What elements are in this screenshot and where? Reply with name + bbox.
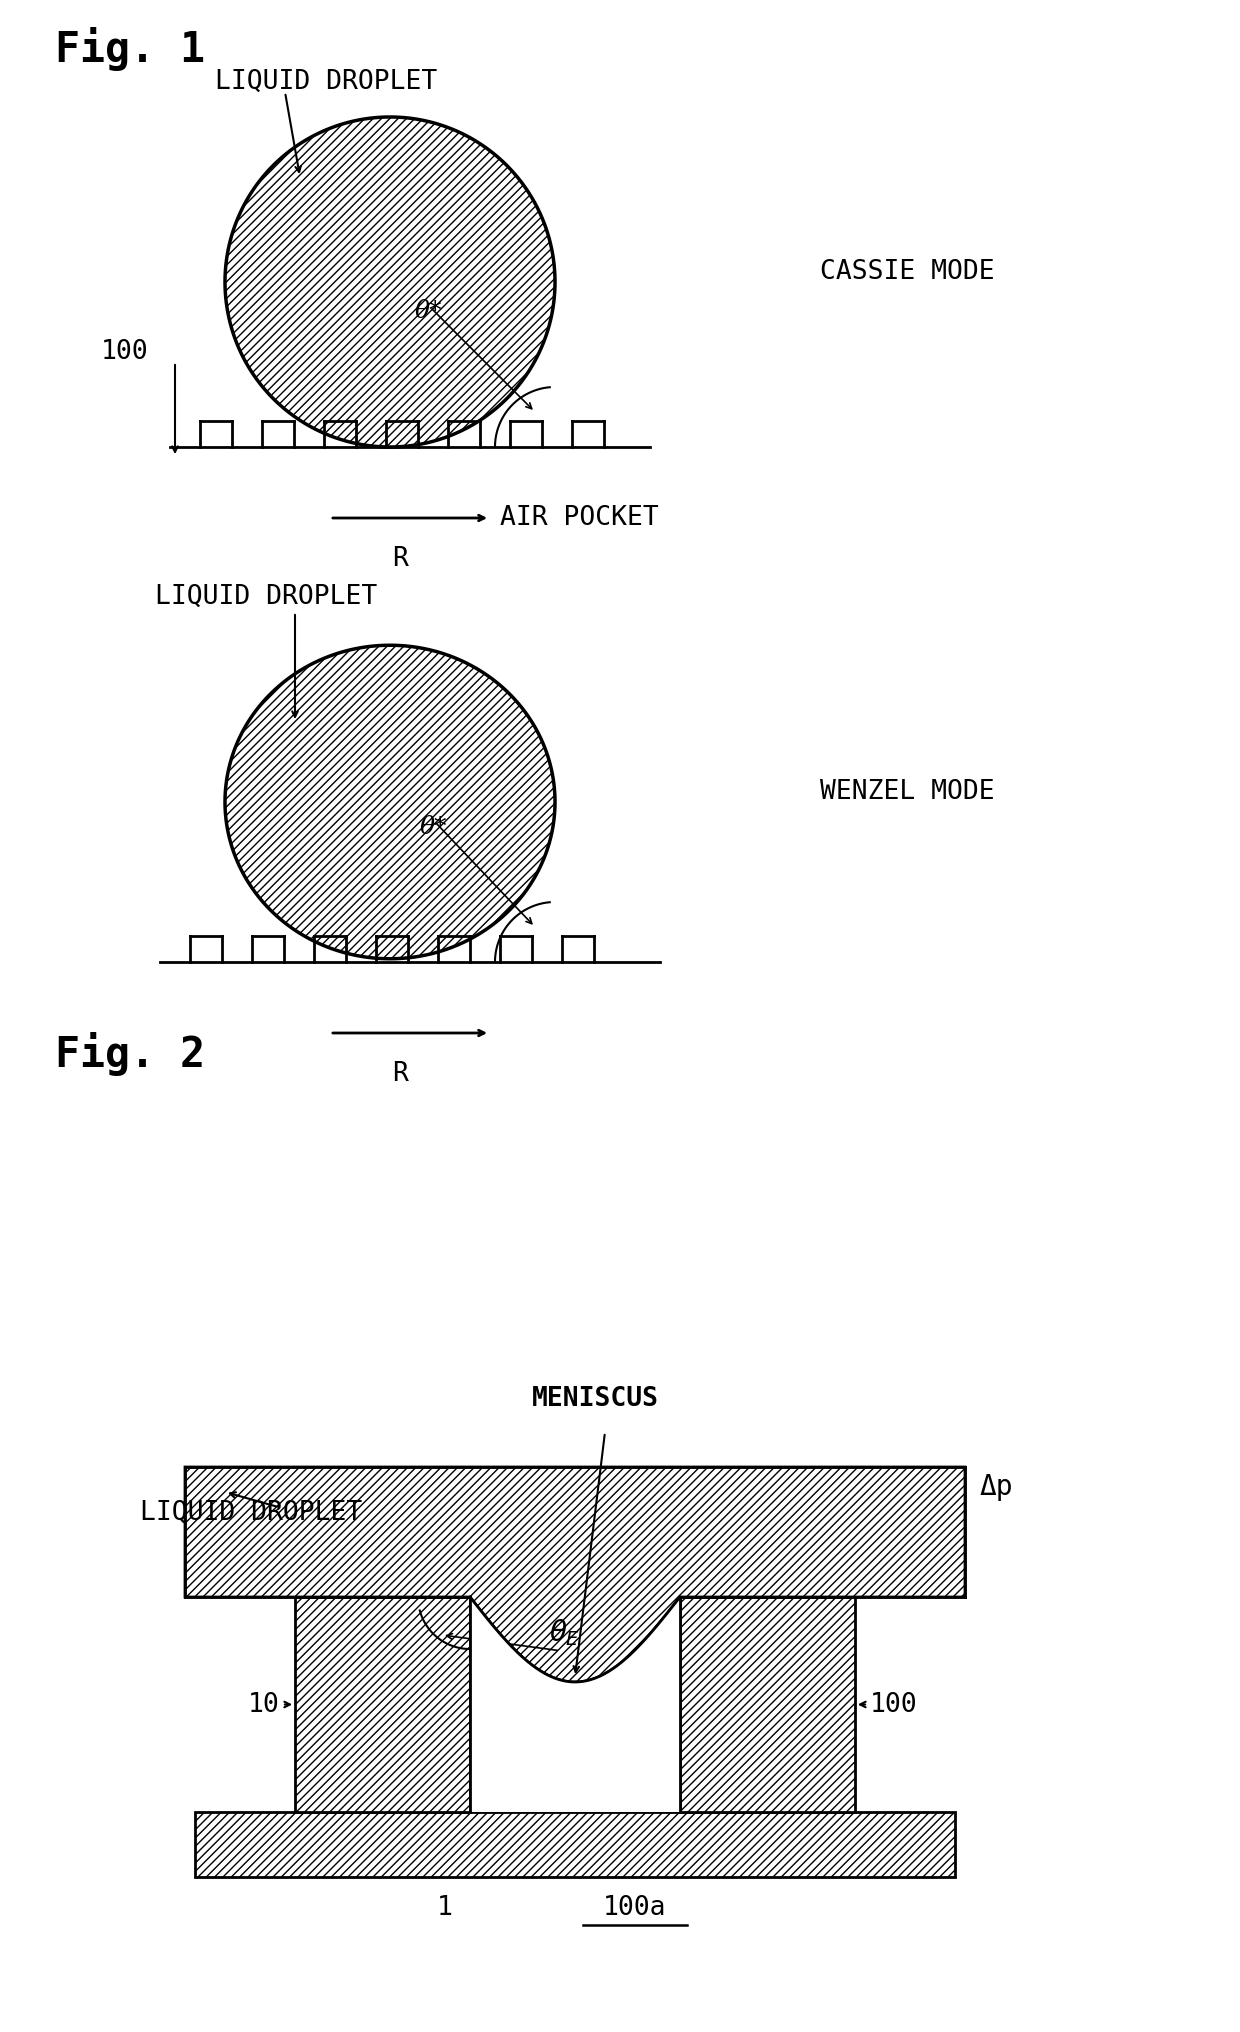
Text: θ*: θ* [415,301,443,323]
Text: MENISCUS: MENISCUS [532,1386,658,1412]
Polygon shape [185,1467,965,1682]
Text: CASSIE MODE: CASSIE MODE [820,258,994,284]
Text: WENZEL MODE: WENZEL MODE [820,778,994,805]
Text: AIR POCKET: AIR POCKET [500,506,658,530]
Bar [195,1813,955,1878]
Text: Fig. 2: Fig. 2 [55,1032,205,1077]
Text: LIQUID DROPLET: LIQUID DROPLET [155,583,377,610]
Text: 100: 100 [100,339,148,366]
Text: 1: 1 [436,1896,453,1920]
Bar [295,1597,470,1813]
Text: θ*: θ* [420,815,448,839]
Text: LIQUID DROPLET: LIQUID DROPLET [140,1500,362,1526]
Text: 100: 100 [870,1691,918,1717]
Bar [680,1597,856,1813]
Text: 100a: 100a [603,1896,667,1920]
Polygon shape [224,118,556,447]
Text: 10: 10 [248,1691,280,1717]
Polygon shape [224,646,556,959]
Text: Δp: Δp [980,1473,1013,1502]
Polygon shape [470,1597,680,1813]
Text: R: R [392,1061,408,1087]
Text: $\theta_{E}$: $\theta_{E}$ [549,1617,580,1648]
Text: Fig. 1: Fig. 1 [55,26,205,71]
Text: LIQUID DROPLET: LIQUID DROPLET [215,69,438,96]
Text: R: R [392,547,408,571]
